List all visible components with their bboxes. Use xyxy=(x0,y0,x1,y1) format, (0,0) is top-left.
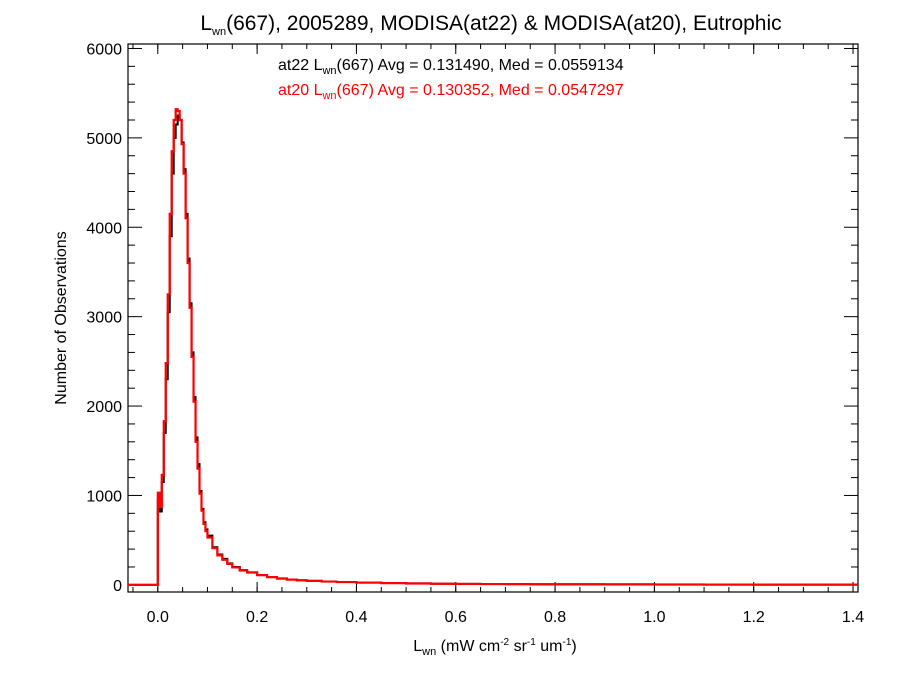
annotation-at20: at20 Lwn(667) Avg = 0.130352, Med = 0.05… xyxy=(278,82,624,102)
annotation-at22-rest: (667) Avg = 0.131490, Med = 0.0559134 xyxy=(337,57,624,74)
annotation-at20-rest: (667) Avg = 0.130352, Med = 0.0547297 xyxy=(337,82,624,99)
x-tick-label-2: 0.4 xyxy=(345,609,367,626)
xlabel-sup2: -1 xyxy=(527,637,536,648)
plot-frame xyxy=(127,43,859,593)
x-tick-label-4: 0.8 xyxy=(544,609,566,626)
title-prefix: L xyxy=(200,12,212,35)
x-tick-label-0: 0.0 xyxy=(147,609,169,626)
title-subscript: wn xyxy=(211,26,226,38)
xlabel-sub: wn xyxy=(421,646,436,658)
xlabel-sup3: -1 xyxy=(562,637,571,648)
xlabel-mid2: sr xyxy=(509,638,527,655)
annotation-at22-sub: wn xyxy=(321,65,336,77)
annotation-at22: at22 Lwn(667) Avg = 0.131490, Med = 0.05… xyxy=(278,57,624,77)
xlabel-mid3: um xyxy=(536,638,563,655)
y-tick-label-5: 5000 xyxy=(86,131,122,148)
y-tick-label-4: 4000 xyxy=(86,220,122,237)
x-axis-label: Lwn (mW cm-2 sr-1 um-1) xyxy=(413,637,576,658)
x-tick-label-6: 1.2 xyxy=(743,609,765,626)
x-tick-label-7: 1.4 xyxy=(842,609,864,626)
xlabel-mid: (mW cm xyxy=(436,638,500,655)
y-axis-label: Number of Observations xyxy=(53,231,70,404)
y-tick-label-3: 3000 xyxy=(86,310,122,327)
series-layer xyxy=(128,108,858,586)
series-line-0 xyxy=(128,114,858,586)
annotation-at20-lead: at20 L xyxy=(278,82,323,99)
y-tick-label-0: 0 xyxy=(113,578,122,595)
axis-tick-labels: 0.0 0.2 0.4 0.6 0.8 1.0 1.2 1.4 0 1000 2000 3000 400… xyxy=(86,41,864,626)
series-line-1 xyxy=(128,108,858,586)
x-tick-label-5: 1.0 xyxy=(643,609,665,626)
xlabel-end: ) xyxy=(571,638,576,655)
xlabel-sup1: -2 xyxy=(500,637,509,648)
x-tick-label-1: 0.2 xyxy=(246,609,268,626)
annotation-at20-sub: wn xyxy=(321,90,336,102)
y-tick-label-2: 2000 xyxy=(86,399,122,416)
annotation-at22-lead: at22 L xyxy=(278,57,323,74)
xlabel-prefix: L xyxy=(413,638,422,655)
y-tick-label-6: 6000 xyxy=(86,41,122,58)
title-rest: (667), 2005289, MODISA(at22) & MODISA(at… xyxy=(226,12,782,35)
y-tick-label-1: 1000 xyxy=(86,488,122,505)
axis-ticks xyxy=(128,44,858,592)
chart-title: Lwn(667), 2005289, MODISA(at22) & MODISA… xyxy=(200,12,781,38)
x-tick-label-3: 0.6 xyxy=(445,609,467,626)
